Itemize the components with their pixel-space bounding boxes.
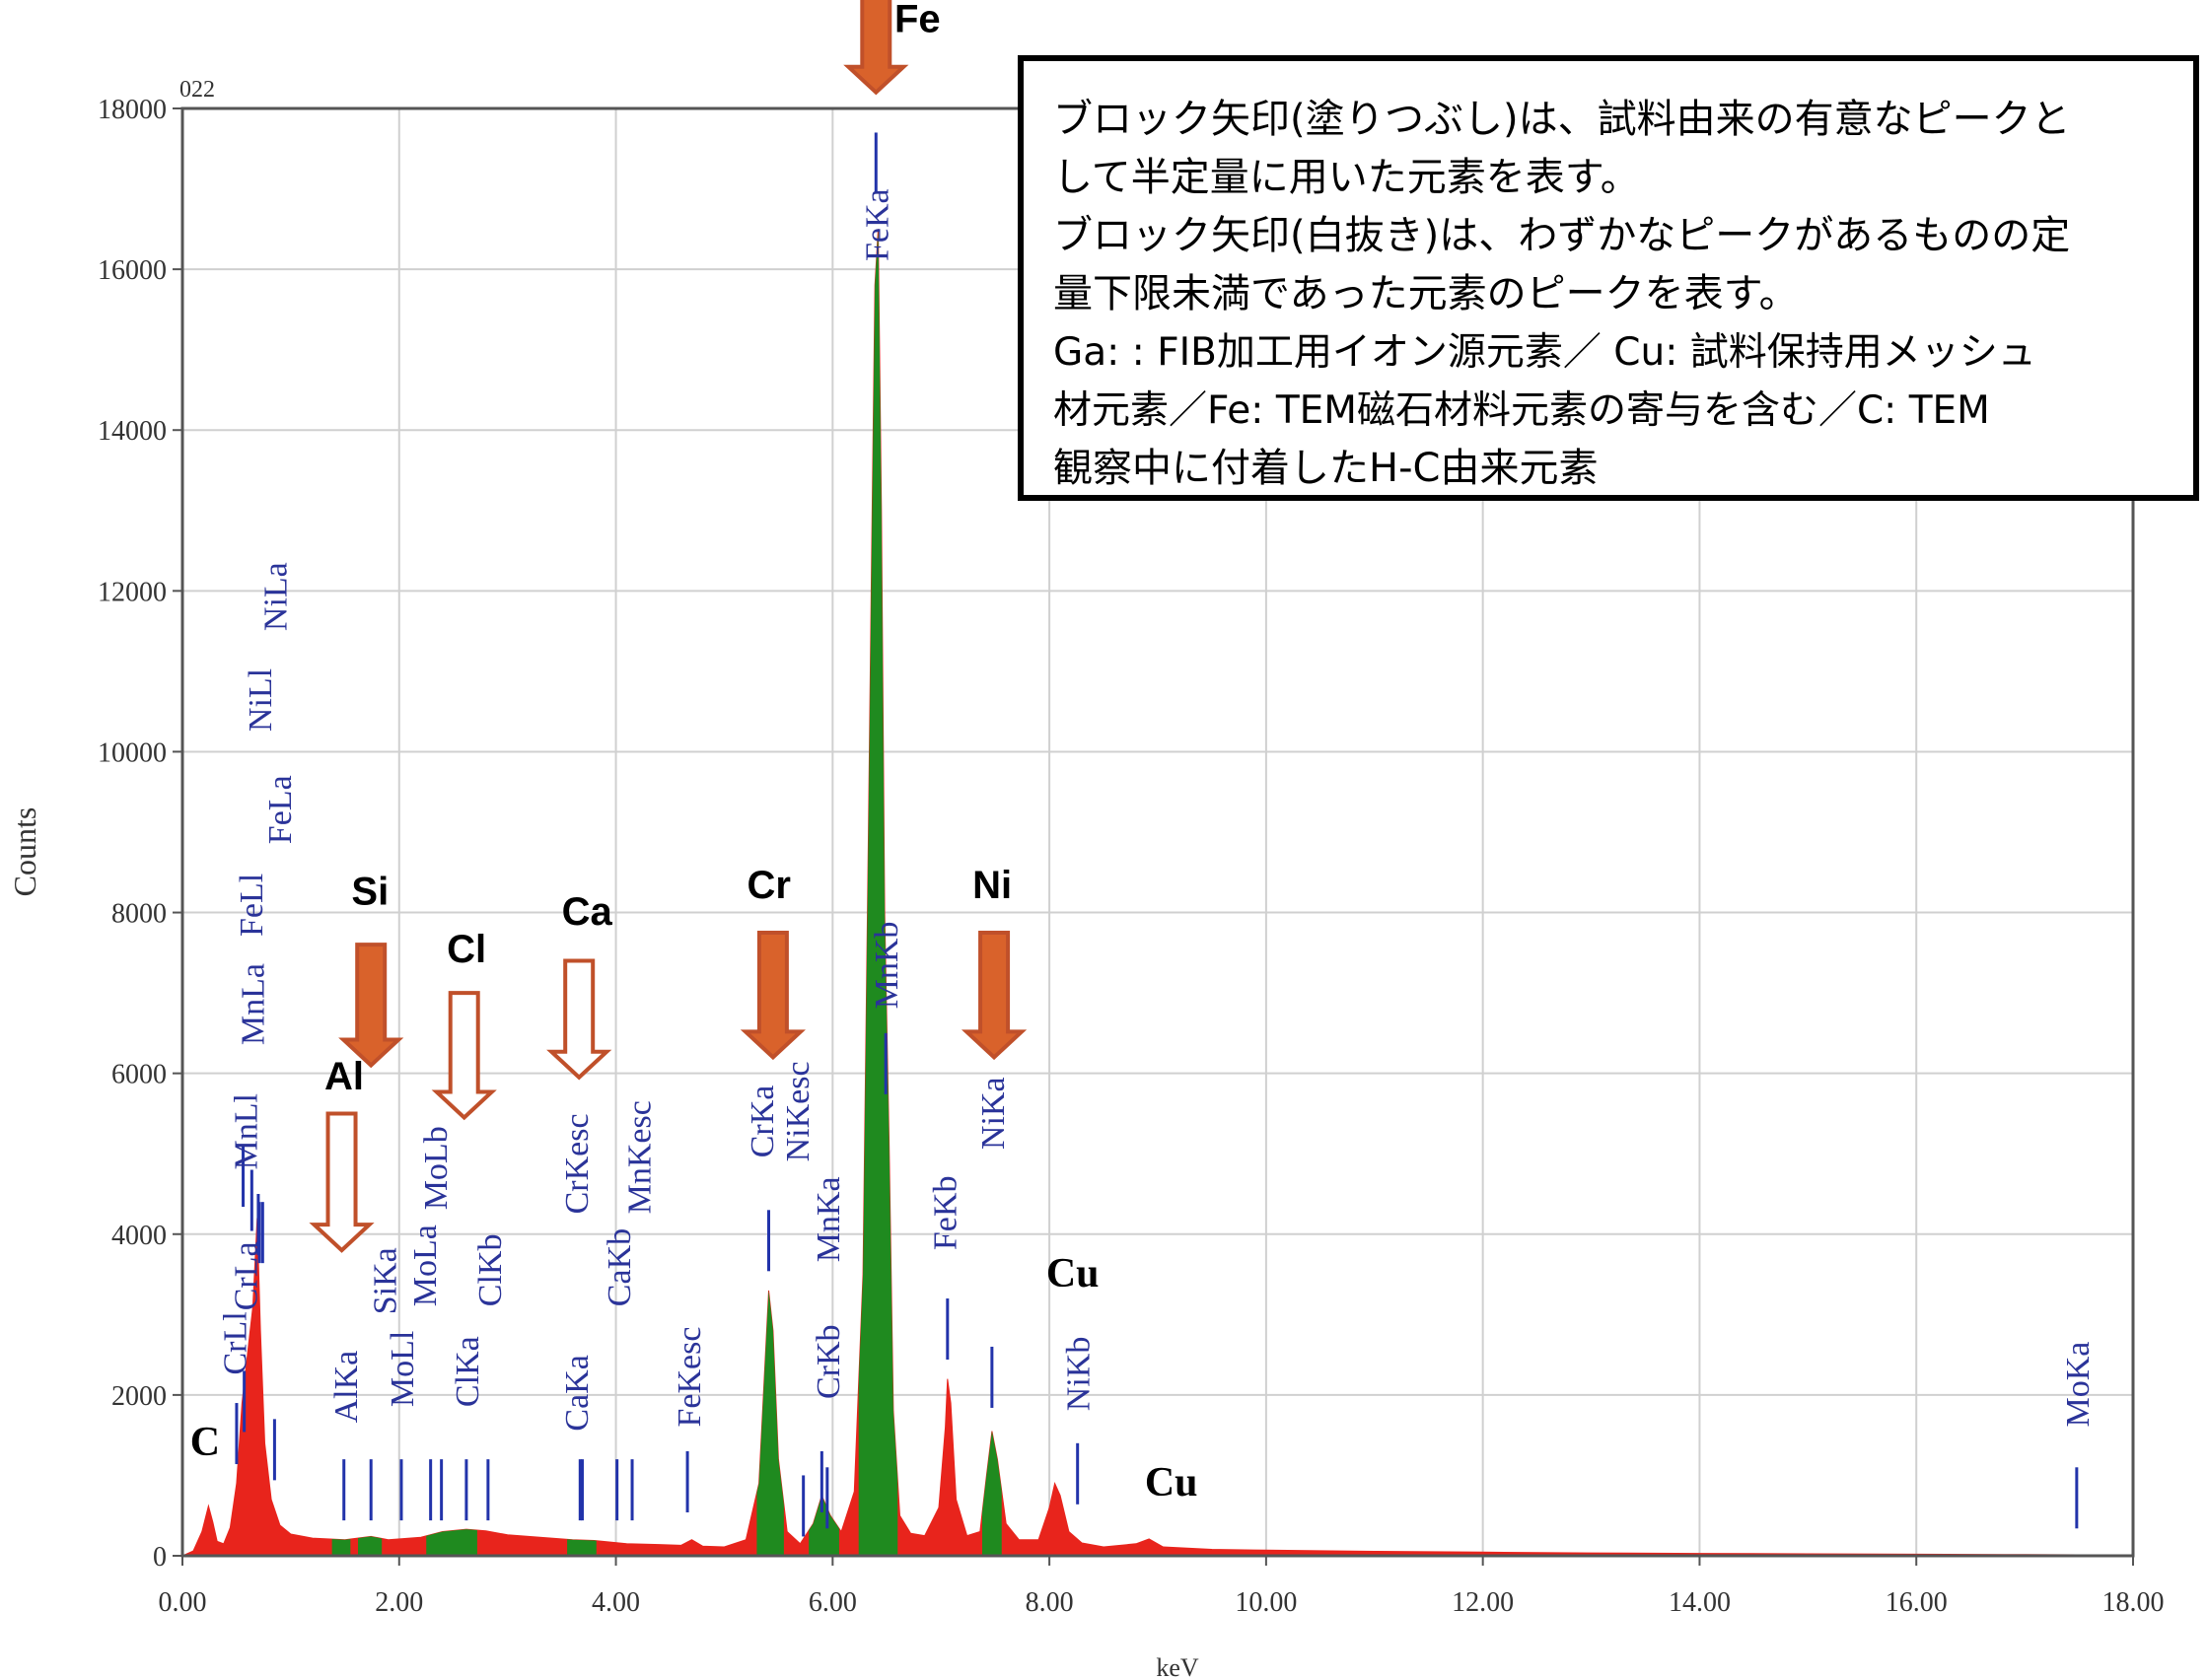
- note-line: Ga: : FIB加工用イオン源元素／ Cu: 試料保持用メッシュ: [1053, 330, 2036, 375]
- arrow-fe: [843, 0, 909, 96]
- arrow-ca: [546, 958, 612, 1081]
- note-line: 材元素／Fe: TEM磁石材料元素の寄与を含む／C: TEM: [1053, 388, 1990, 433]
- arrow-label-ca: Ca: [562, 890, 613, 934]
- element-label: CrKesc: [559, 1113, 596, 1214]
- block-arrows: Fe Si Al Cl Ca Cr Ni: [309, 0, 1028, 1253]
- arrow-cr: [740, 930, 806, 1061]
- element-label: MnKa: [811, 1176, 847, 1262]
- element-label: MoLa: [407, 1225, 444, 1306]
- x-tick-label: 18.00: [2102, 1587, 2165, 1618]
- element-label: MoKa: [2060, 1342, 2097, 1428]
- y-tick-label: 2000: [111, 1381, 167, 1412]
- element-label: MnLa: [235, 963, 271, 1045]
- element-label: FeKb: [928, 1176, 964, 1251]
- element-label: CaKb: [602, 1228, 638, 1306]
- element-label: FeKa: [859, 188, 895, 261]
- x-tick-label: 6.00: [809, 1587, 857, 1618]
- element-label: CrKa: [745, 1085, 781, 1158]
- tick-labels: 0.00 2.00 4.00 6.00 8.00 10.00 12.00 14.00 16.00…: [98, 95, 2165, 1618]
- legend-note-box: ブロック矢印(塗りつぶし)は、試料由来の有意なピークと して半定量に用いた元素を…: [1018, 55, 2199, 501]
- x-tick-label: 12.00: [1452, 1587, 1514, 1618]
- annotation-label: Cu: [1145, 1460, 1198, 1505]
- element-label: MnLl: [229, 1093, 265, 1169]
- note-line: 観察中に付着したH-C由来元素: [1053, 446, 1599, 491]
- y-axis-label: Counts: [7, 807, 42, 897]
- element-label: NiLl: [243, 668, 279, 732]
- element-label: SiKa: [367, 1247, 403, 1314]
- note-line: ブロック矢印(白抜き)は、わずかなピークがあるものの定: [1053, 213, 2071, 258]
- arrow-label-fe: Fe: [894, 0, 941, 41]
- spectrum-red-area: [181, 229, 2134, 1557]
- element-markers: [235, 132, 2079, 1537]
- note-line: して半定量に用いた元素を表す。: [1053, 155, 1640, 200]
- element-label: FeKesc: [672, 1327, 708, 1428]
- element-label: CaKa: [559, 1355, 596, 1431]
- annotation-label: Cu: [1046, 1251, 1100, 1296]
- corner-label: 022: [179, 77, 215, 103]
- arrow-al: [309, 1111, 375, 1253]
- arrow-cl: [431, 991, 497, 1121]
- arrow-si: [338, 943, 404, 1069]
- element-label: CrLl: [218, 1311, 254, 1374]
- y-tick-label: 18000: [98, 95, 167, 125]
- y-tick-label: 6000: [111, 1060, 167, 1090]
- element-label: NiKesc: [780, 1061, 817, 1161]
- y-tick-label: 12000: [98, 577, 167, 607]
- x-tick-label: 4.00: [592, 1587, 640, 1618]
- x-tick-label: 8.00: [1026, 1587, 1074, 1618]
- x-axis-label: keV: [1156, 1653, 1199, 1680]
- arrow-label-al: Al: [324, 1055, 364, 1098]
- element-label: NiKb: [1061, 1337, 1098, 1412]
- y-tick-label: 8000: [111, 899, 167, 930]
- element-label: FeLl: [234, 874, 270, 937]
- element-label: MnKb: [869, 922, 905, 1010]
- y-tick-label: 4000: [111, 1221, 167, 1251]
- element-label: MnKesc: [622, 1100, 659, 1214]
- y-tick-label: 14000: [98, 416, 167, 447]
- element-label: NiKa: [975, 1077, 1012, 1150]
- element-label: MoLb: [418, 1126, 455, 1210]
- x-tick-label: 2.00: [375, 1587, 423, 1618]
- annotation-label: C: [190, 1420, 220, 1465]
- y-tick-label: 16000: [98, 255, 167, 286]
- element-label: ClKb: [472, 1234, 509, 1307]
- element-label: CrKb: [811, 1324, 847, 1399]
- note-line: ブロック矢印(塗りつぶし)は、試料由来の有意なピークと: [1053, 97, 2071, 142]
- x-tick-label: 14.00: [1669, 1587, 1731, 1618]
- x-tick-label: 10.00: [1235, 1587, 1297, 1618]
- arrow-label-si: Si: [351, 870, 389, 913]
- element-label: CrLa: [229, 1241, 265, 1310]
- arrow-label-cr: Cr: [748, 864, 791, 907]
- y-tick-label: 10000: [98, 737, 167, 768]
- x-tick-label: 0.00: [159, 1587, 207, 1618]
- x-tick-label: 16.00: [1886, 1587, 1948, 1618]
- element-label: ClKa: [450, 1336, 486, 1407]
- arrow-label-cl: Cl: [447, 928, 486, 971]
- element-label: FeLa: [262, 775, 299, 844]
- element-label: MoLl: [385, 1331, 421, 1407]
- element-label: NiLa: [257, 562, 294, 631]
- arrow-label-ni: Ni: [972, 864, 1012, 907]
- arrow-ni: [961, 930, 1028, 1061]
- note-line: 量下限未満であった元素のピークを表す。: [1053, 271, 1799, 316]
- element-label: AlKa: [328, 1351, 365, 1424]
- y-tick-label: 0: [153, 1542, 167, 1573]
- spectrum-area: [181, 229, 2134, 1557]
